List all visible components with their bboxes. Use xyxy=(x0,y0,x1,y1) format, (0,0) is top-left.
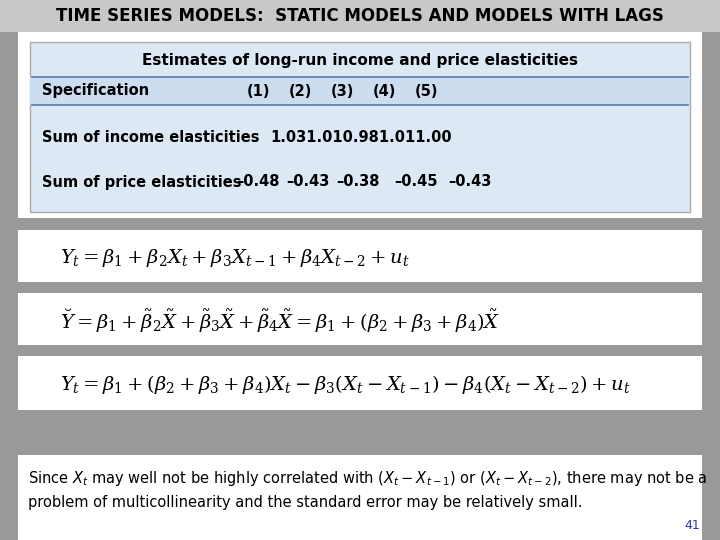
Bar xyxy=(0,218,720,230)
Text: (3): (3) xyxy=(330,84,354,98)
Text: TIME SERIES MODELS:  STATIC MODELS AND MODELS WITH LAGS: TIME SERIES MODELS: STATIC MODELS AND MO… xyxy=(56,7,664,25)
Text: (5): (5) xyxy=(414,84,438,98)
Text: $Y_t = \beta_1 + (\beta_2 + \beta_3 + \beta_4)X_t - \beta_3(X_t - X_{t-1}) - \be: $Y_t = \beta_1 + (\beta_2 + \beta_3 + \b… xyxy=(60,374,631,396)
Text: –0.48: –0.48 xyxy=(236,174,280,190)
Text: 41: 41 xyxy=(684,519,700,532)
Bar xyxy=(18,455,702,540)
Text: Estimates of long-run income and price elasticities: Estimates of long-run income and price e… xyxy=(142,53,578,69)
Bar xyxy=(0,410,720,455)
Text: –0.45: –0.45 xyxy=(395,174,438,190)
Text: $\breve{Y} = \beta_1 + \tilde{\beta}_2\tilde{X} + \tilde{\beta}_3\tilde{X} + \ti: $\breve{Y} = \beta_1 + \tilde{\beta}_2\t… xyxy=(60,307,500,335)
Text: Sum of price elasticities: Sum of price elasticities xyxy=(42,174,241,190)
Bar xyxy=(0,282,720,293)
Text: (1): (1) xyxy=(246,84,270,98)
Text: Specification: Specification xyxy=(42,84,149,98)
Text: –0.43: –0.43 xyxy=(449,174,492,190)
Text: 1.031.010.981.011.00: 1.031.010.981.011.00 xyxy=(270,130,451,145)
Text: –0.38: –0.38 xyxy=(336,174,379,190)
Text: Sum of income elasticities: Sum of income elasticities xyxy=(42,130,259,145)
Bar xyxy=(18,356,702,410)
Text: –0.43: –0.43 xyxy=(287,174,330,190)
Bar xyxy=(0,0,720,32)
Bar xyxy=(18,293,702,345)
Text: $Y_t = \beta_1 + \beta_2 X_t + \beta_3 X_{t-1} + \beta_4 X_{t-2} + u_t$: $Y_t = \beta_1 + \beta_2 X_t + \beta_3 X… xyxy=(60,247,410,269)
Bar xyxy=(30,77,690,105)
Text: Since $X_t$ may well not be highly correlated with $(X_t - X_{t-1})$ or $(X_t - : Since $X_t$ may well not be highly corre… xyxy=(28,469,708,510)
Bar xyxy=(30,42,690,212)
Text: (2): (2) xyxy=(288,84,312,98)
Text: (4): (4) xyxy=(372,84,396,98)
Bar xyxy=(18,230,702,282)
Bar xyxy=(0,345,720,356)
